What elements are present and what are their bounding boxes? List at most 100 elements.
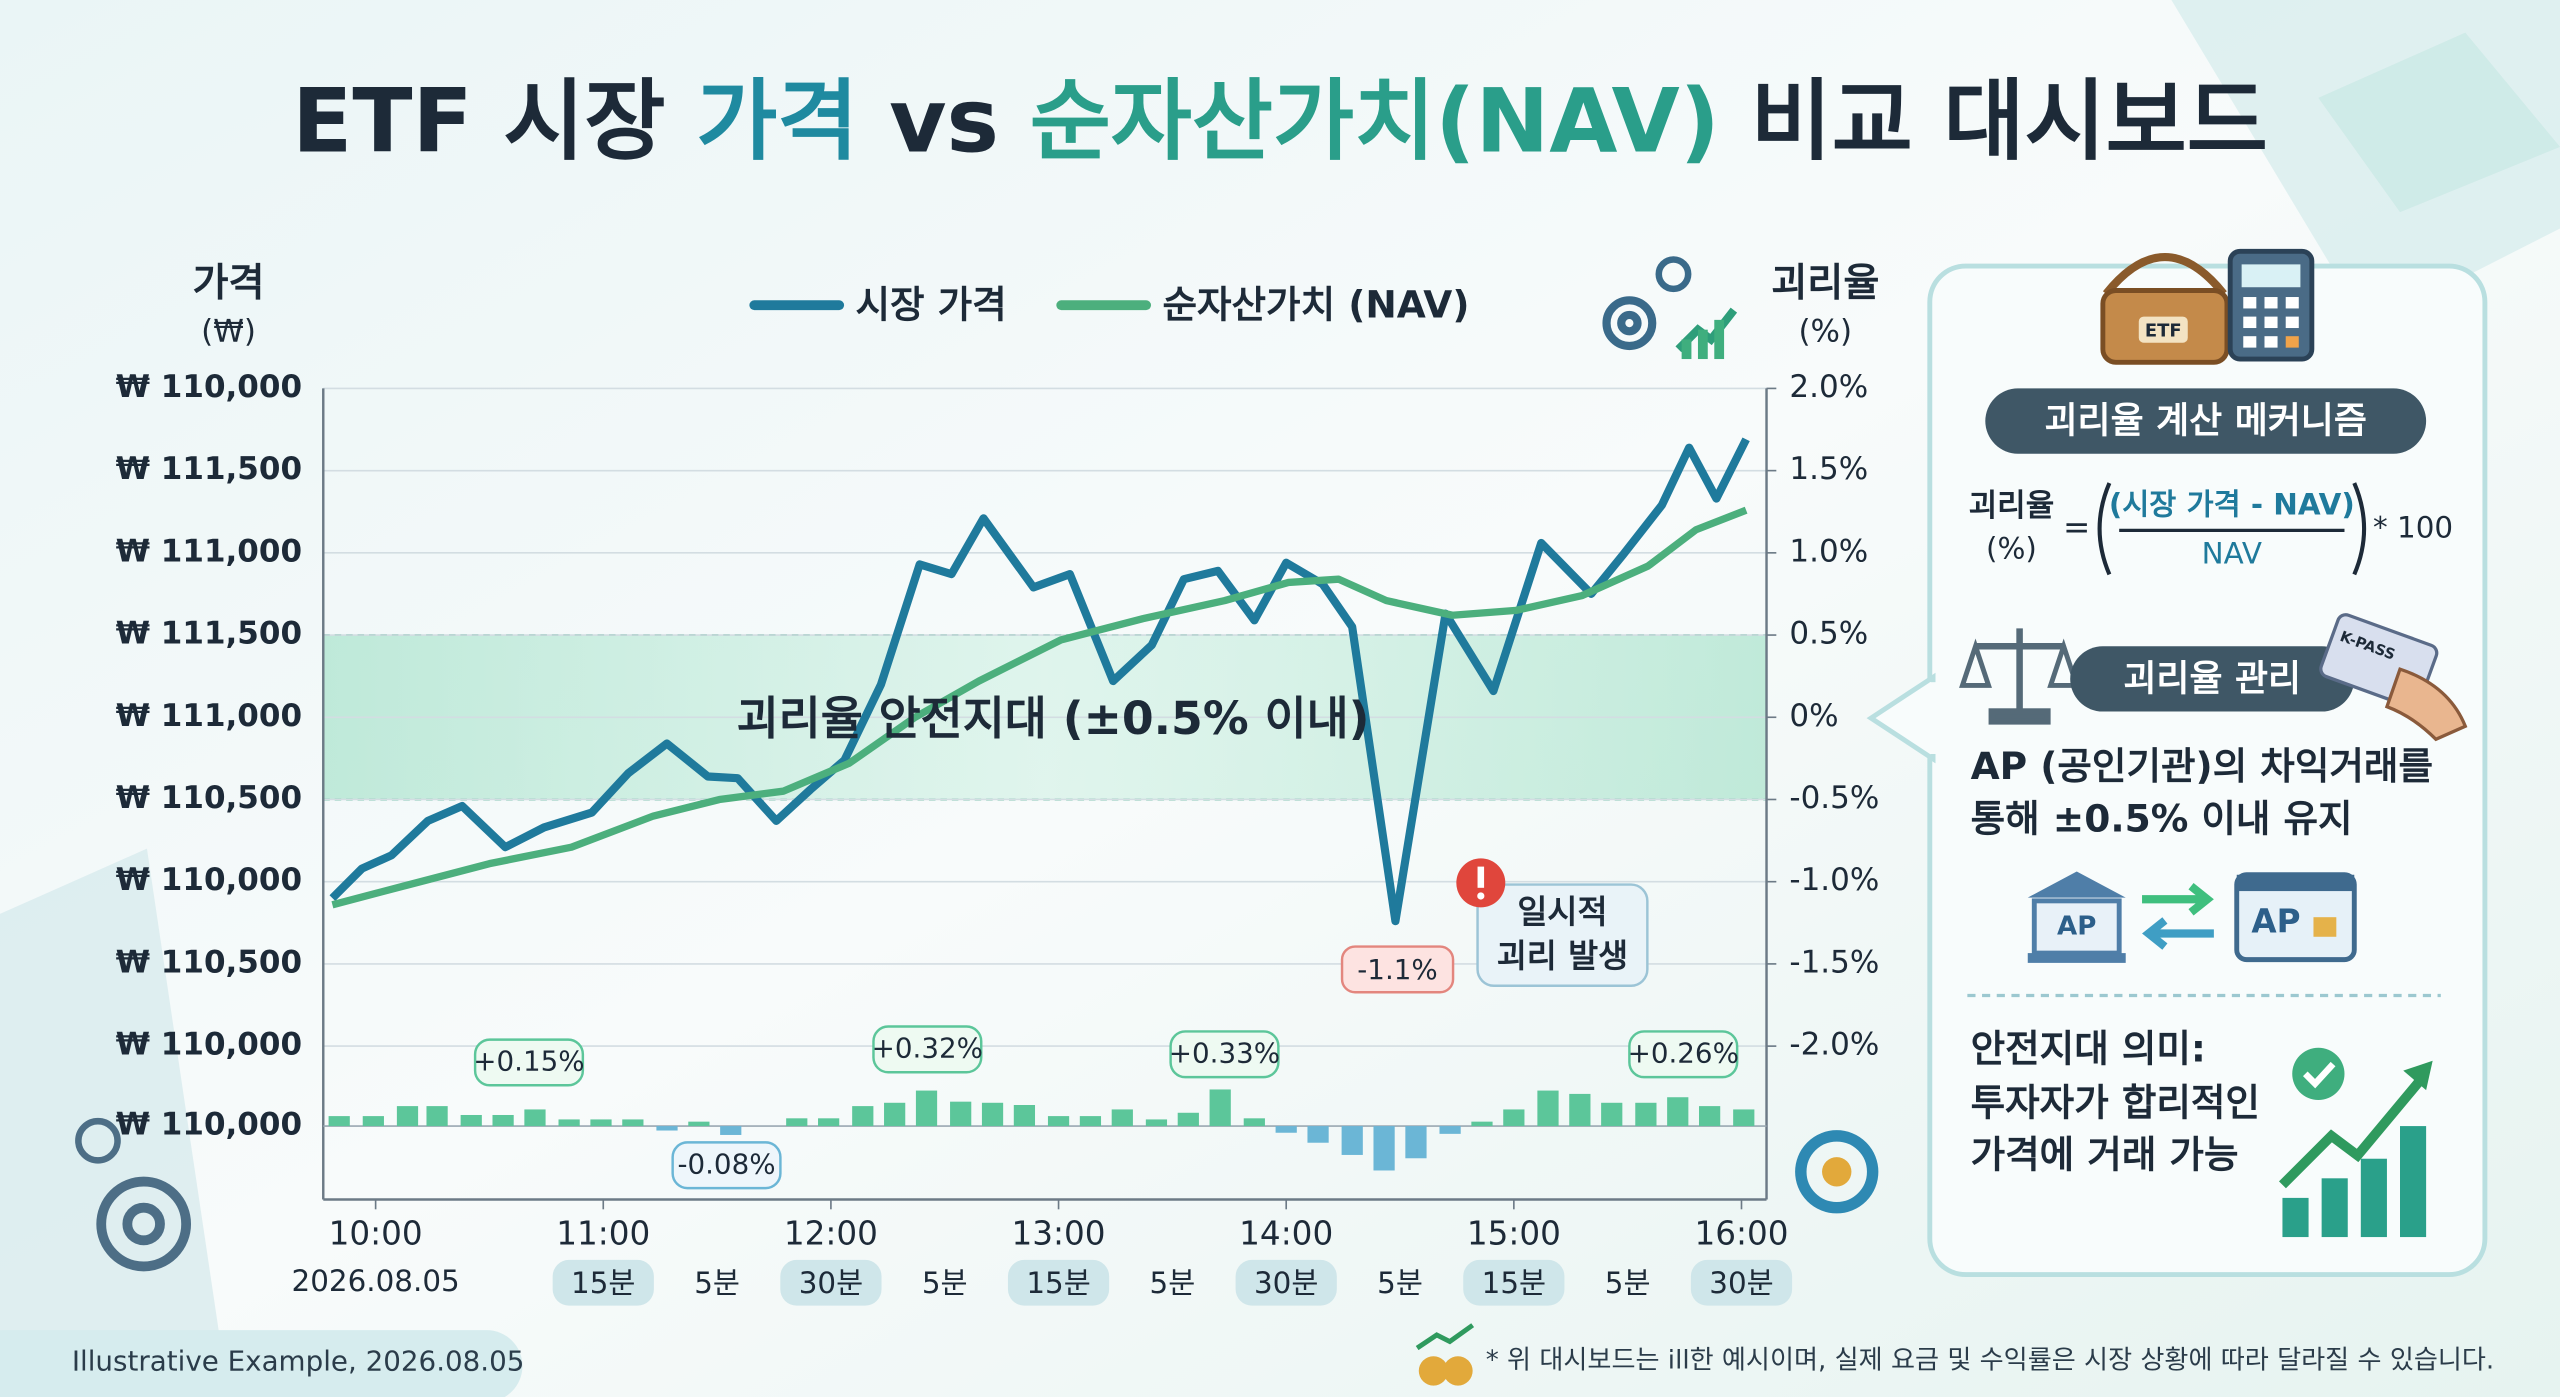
formula-numerator: (시장 가격 - NAV) [2109,487,2355,521]
x-tick-label: 15:00 [1467,1214,1561,1252]
interval-label: 5분 [922,1266,968,1300]
interval-pill [780,1259,882,1306]
interval-label: 5분 [694,1266,740,1300]
info-panel [1927,263,2488,1278]
alert-dot [1477,892,1485,900]
title: ETF 시장 가격 vs 순자산가치(NAV) 비교 대시보드 [292,69,2268,172]
deviation-bar [1373,1126,1395,1171]
series-line [331,506,1748,909]
interval-label: 5분 [1605,1266,1651,1300]
deviation-bar [981,1102,1004,1127]
title-part: 비교 대시보드 [1720,69,2268,172]
scale-icon [1959,628,2081,725]
gear-icon [75,1117,192,1272]
ap-label: AP [2251,903,2300,941]
note-box [1476,883,1649,987]
formula-eq: = [2063,508,2090,546]
safe-zone-label: 괴리율 안전지대 (±0.5% 이내) [737,692,1370,745]
interval-label: 30분 [1709,1266,1773,1300]
title-part: vs [858,69,1029,172]
interval-pill [1463,1259,1565,1306]
mechanism-title: 괴리율 계산 메커니즘 [2045,401,2367,442]
deviation-bar [1537,1090,1559,1127]
deviation-bar [818,1118,840,1127]
x-tick-label: 14:00 [1239,1214,1333,1252]
x-tick-label: 11:00 [556,1214,650,1252]
deviation-bar [1503,1109,1525,1127]
management-text: 통해 ±0.5% 이내 유지 [1971,796,2353,840]
management-text: AP (공인기관)의 차익거래를 [1971,744,2433,788]
formula-parens [2097,482,2367,576]
deviation-bar [1667,1097,1689,1127]
footer-note: * 위 대시보드는 ill한 예시이며, 실제 요금 및 수익률은 시장 상황에… [1486,1346,2495,1376]
deviation-bar [328,1116,350,1127]
deviation-bar [558,1119,580,1127]
bar-callout: +0.32% [872,1025,983,1074]
interval-label: 15분 [1026,1266,1090,1300]
y2-tick-label: -2.0% [1789,1027,1879,1063]
deviation-bar [1145,1119,1168,1127]
title-part: 순자산가치(NAV) [1030,69,1720,172]
callout-label: +0.32% [872,1031,983,1064]
y2-tick-label: 1.5% [1789,451,1868,487]
deviation-bar [396,1106,419,1127]
dip-label: -1.1% [1357,953,1437,986]
deviation-bar [362,1116,384,1127]
title-part: ETF 시장 [292,69,696,172]
dip-callout [1340,945,1455,994]
callout-label: +0.33% [1169,1036,1280,1069]
bar-callout: +0.33% [1169,1030,1280,1079]
footer-left: Illustrative Example, 2026.08.05 [72,1345,525,1378]
deviation-bar [720,1126,742,1135]
y2-tick-label: -0.5% [1789,780,1879,816]
ap-screen-icon: AP [2234,872,2357,963]
deviation-bar [786,1118,808,1127]
deviation-bar [1341,1126,1363,1155]
x-tick-label: 16:00 [1694,1214,1788,1252]
deviation-bar [656,1126,678,1131]
interval-label: 5분 [1150,1266,1196,1300]
callout-label: +0.15% [473,1044,584,1077]
bar-callout: +0.26% [1628,1030,1739,1079]
y-label: ₩ 110,500 [116,780,302,816]
bars-icon [1681,319,1725,360]
deviation-bar [1079,1116,1102,1127]
deviation-bar [1733,1109,1755,1127]
deviation-bar [622,1119,644,1127]
deviation-bar [460,1114,482,1127]
interval-label: 15분 [1482,1266,1546,1300]
pill [1985,388,2427,454]
basket-label: ETF [2145,320,2182,341]
deviation-bar [1569,1093,1591,1127]
growth-icon [2278,1047,2433,1238]
meaning-text: 투자자가 합리적인 [1971,1080,2260,1124]
y-label: ₩ 110,000 [116,369,302,405]
alert-mark [1477,866,1485,888]
y2-tick-label: 2.0% [1789,369,1868,405]
formula-denominator: NAV [2202,536,2262,570]
interval-label: 30분 [1254,1266,1318,1300]
deviation-bar [1601,1102,1623,1127]
deviation-bar [1405,1126,1427,1159]
deviation-bar [1275,1126,1297,1133]
formula-lhs-unit: (%) [1986,531,2037,565]
panel-pointer-mask [1929,682,1940,754]
deviation-bar [1111,1109,1133,1127]
callout-box [1169,1030,1280,1079]
deviation-bar [884,1102,906,1127]
deviation-bar [1047,1116,1070,1127]
y2-tick-label: 0.5% [1789,616,1868,652]
card-icon: K-PASS [2319,613,2468,742]
y2-axis-title: 괴리율 [1771,261,1879,306]
dip-note: 괴리 발생 [1497,937,1628,975]
interval-pill [1235,1259,1337,1306]
ap-label: AP [2057,911,2096,941]
y-label: ₩ 111,000 [116,533,302,569]
money-icon [1415,1323,1475,1386]
callout-box [1628,1030,1739,1079]
title-part: 가격 [696,69,858,172]
date-label: 2026.08.05 [292,1264,460,1298]
pill [2070,646,2355,712]
y2-tick-label: 1.0% [1789,533,1868,569]
